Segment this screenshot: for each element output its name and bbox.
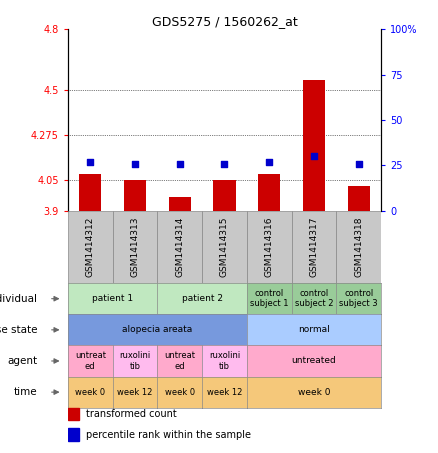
Point <box>221 160 228 167</box>
Text: normal: normal <box>298 325 330 334</box>
Text: percentile rank within the sample: percentile rank within the sample <box>86 429 251 439</box>
Text: ruxolini
tib: ruxolini tib <box>209 351 240 371</box>
Bar <box>292 211 336 283</box>
Text: control
subject 3: control subject 3 <box>339 289 378 308</box>
Bar <box>113 211 157 283</box>
Text: individual: individual <box>0 294 37 304</box>
Point <box>311 153 318 160</box>
Bar <box>157 211 202 283</box>
Point <box>355 160 362 167</box>
Bar <box>247 211 292 283</box>
Text: GSM1414314: GSM1414314 <box>175 217 184 277</box>
Bar <box>68 429 79 441</box>
Bar <box>303 80 325 211</box>
Text: week 12: week 12 <box>117 388 153 397</box>
Text: ruxolini
tib: ruxolini tib <box>120 351 151 371</box>
Text: alopecia areata: alopecia areata <box>122 325 192 334</box>
Text: GSM1414318: GSM1414318 <box>354 217 363 277</box>
Bar <box>169 197 191 211</box>
Bar <box>258 174 280 211</box>
Bar <box>336 211 381 283</box>
Text: disease state: disease state <box>0 325 37 335</box>
Bar <box>79 174 102 211</box>
Text: week 0: week 0 <box>165 388 195 397</box>
Bar <box>202 211 247 283</box>
Bar <box>68 408 79 420</box>
Text: untreat
ed: untreat ed <box>75 351 106 371</box>
Text: time: time <box>14 387 37 397</box>
Text: untreat
ed: untreat ed <box>164 351 195 371</box>
Title: GDS5275 / 1560262_at: GDS5275 / 1560262_at <box>152 15 297 28</box>
Bar <box>68 211 113 283</box>
Point <box>266 158 273 165</box>
Bar <box>213 180 236 211</box>
Text: GSM1414317: GSM1414317 <box>310 217 318 277</box>
Text: week 0: week 0 <box>298 388 330 397</box>
Text: transformed count: transformed count <box>86 409 177 419</box>
Text: week 12: week 12 <box>207 388 242 397</box>
Text: untreated: untreated <box>292 357 336 366</box>
Text: GSM1414315: GSM1414315 <box>220 217 229 277</box>
Text: GSM1414312: GSM1414312 <box>86 217 95 277</box>
Point <box>87 158 94 165</box>
Text: control
subject 1: control subject 1 <box>250 289 289 308</box>
Bar <box>124 180 146 211</box>
Point <box>131 160 138 167</box>
Text: week 0: week 0 <box>75 388 105 397</box>
Text: agent: agent <box>7 356 37 366</box>
Text: control
subject 2: control subject 2 <box>295 289 333 308</box>
Text: GSM1414313: GSM1414313 <box>131 217 139 277</box>
Bar <box>347 187 370 211</box>
Point <box>176 160 183 167</box>
Text: patient 2: patient 2 <box>182 294 223 303</box>
Text: patient 1: patient 1 <box>92 294 133 303</box>
Text: GSM1414316: GSM1414316 <box>265 217 274 277</box>
